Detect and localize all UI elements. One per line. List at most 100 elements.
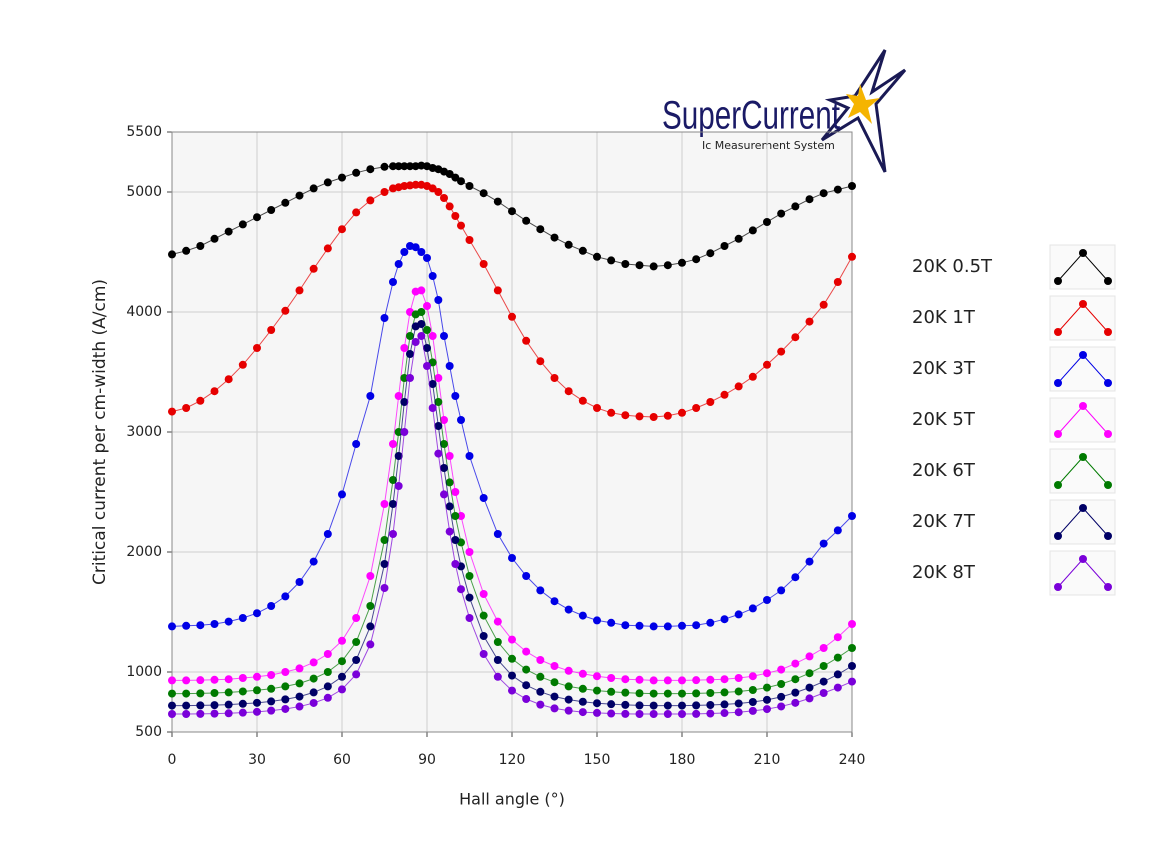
data-point bbox=[168, 622, 176, 631]
data-point bbox=[210, 234, 219, 243]
data-point bbox=[621, 700, 630, 709]
data-point bbox=[389, 440, 397, 448]
data-point bbox=[380, 536, 389, 544]
data-point bbox=[451, 536, 460, 544]
data-point bbox=[295, 578, 304, 586]
data-point bbox=[434, 296, 443, 304]
data-point bbox=[352, 656, 361, 664]
data-point bbox=[777, 702, 786, 711]
data-point bbox=[281, 695, 290, 704]
data-point bbox=[366, 392, 375, 400]
data-point bbox=[380, 500, 389, 508]
data-point bbox=[536, 357, 545, 366]
data-point bbox=[550, 692, 559, 701]
data-point bbox=[748, 706, 757, 715]
data-point bbox=[706, 701, 715, 709]
data-point bbox=[522, 336, 531, 345]
data-point bbox=[663, 622, 672, 631]
data-point bbox=[465, 452, 474, 460]
data-point bbox=[210, 620, 219, 628]
data-point bbox=[848, 512, 856, 520]
data-point bbox=[649, 413, 658, 421]
data-point bbox=[210, 387, 219, 396]
data-point bbox=[663, 689, 672, 698]
data-point bbox=[748, 372, 757, 381]
logo: SuperCurrent Ic Measurement System bbox=[662, 49, 907, 173]
data-point bbox=[678, 689, 686, 698]
data-point bbox=[508, 671, 516, 680]
data-point bbox=[508, 554, 516, 562]
data-point bbox=[309, 658, 318, 667]
data-point bbox=[440, 440, 448, 448]
data-point bbox=[352, 614, 361, 622]
legend-marker bbox=[1079, 555, 1087, 563]
x-tick-label: 60 bbox=[333, 752, 351, 768]
data-point bbox=[479, 632, 488, 640]
data-point bbox=[635, 701, 644, 710]
data-point bbox=[238, 708, 247, 717]
x-tick-label: 150 bbox=[584, 752, 611, 768]
data-point bbox=[578, 611, 587, 620]
data-point bbox=[522, 665, 531, 674]
data-point bbox=[578, 396, 587, 405]
data-point bbox=[267, 697, 276, 706]
logo-tagline: Ic Measurement System bbox=[702, 139, 835, 152]
data-point bbox=[649, 676, 658, 685]
data-point bbox=[267, 602, 276, 610]
data-point bbox=[394, 392, 403, 400]
data-point bbox=[833, 633, 842, 642]
data-point bbox=[445, 502, 454, 511]
data-point bbox=[182, 246, 191, 255]
data-point bbox=[649, 689, 658, 698]
data-point bbox=[210, 675, 219, 684]
data-point bbox=[238, 220, 247, 229]
data-point bbox=[380, 188, 389, 196]
data-point bbox=[457, 177, 465, 186]
legend-marker bbox=[1104, 277, 1112, 285]
data-point bbox=[295, 191, 304, 200]
data-point bbox=[706, 398, 715, 406]
legend-marker bbox=[1054, 430, 1062, 438]
data-point bbox=[445, 452, 454, 460]
y-tick-label: 5000 bbox=[126, 184, 162, 200]
data-point bbox=[423, 254, 431, 262]
data-point bbox=[457, 221, 465, 230]
data-point bbox=[182, 621, 191, 630]
data-point bbox=[406, 332, 414, 340]
data-point bbox=[406, 350, 414, 358]
data-point bbox=[309, 264, 318, 273]
data-point bbox=[805, 683, 814, 692]
data-point bbox=[508, 635, 516, 644]
data-point bbox=[678, 621, 686, 630]
data-point bbox=[635, 412, 644, 421]
data-point bbox=[706, 618, 715, 627]
data-point bbox=[720, 390, 729, 399]
data-point bbox=[607, 408, 616, 417]
data-point bbox=[763, 683, 771, 692]
data-point bbox=[734, 610, 743, 619]
x-tick-label: 210 bbox=[754, 752, 781, 768]
legend-marker bbox=[1054, 379, 1062, 387]
data-point bbox=[224, 617, 233, 626]
data-point bbox=[678, 676, 686, 685]
data-point bbox=[196, 689, 205, 698]
data-point bbox=[238, 614, 247, 622]
data-point bbox=[457, 416, 465, 424]
data-point bbox=[791, 675, 800, 684]
data-point bbox=[210, 701, 219, 710]
data-point bbox=[389, 476, 397, 484]
data-point bbox=[550, 233, 559, 242]
data-point bbox=[457, 512, 465, 520]
legend-marker bbox=[1079, 351, 1087, 359]
data-point bbox=[352, 208, 361, 217]
data-point bbox=[380, 162, 389, 171]
data-point bbox=[238, 674, 247, 682]
data-point bbox=[295, 679, 304, 688]
data-point bbox=[423, 302, 431, 310]
data-point bbox=[440, 464, 448, 472]
data-point bbox=[380, 314, 389, 322]
data-point bbox=[848, 644, 856, 652]
data-point bbox=[417, 308, 426, 316]
data-point bbox=[805, 669, 814, 678]
data-point bbox=[434, 449, 443, 458]
